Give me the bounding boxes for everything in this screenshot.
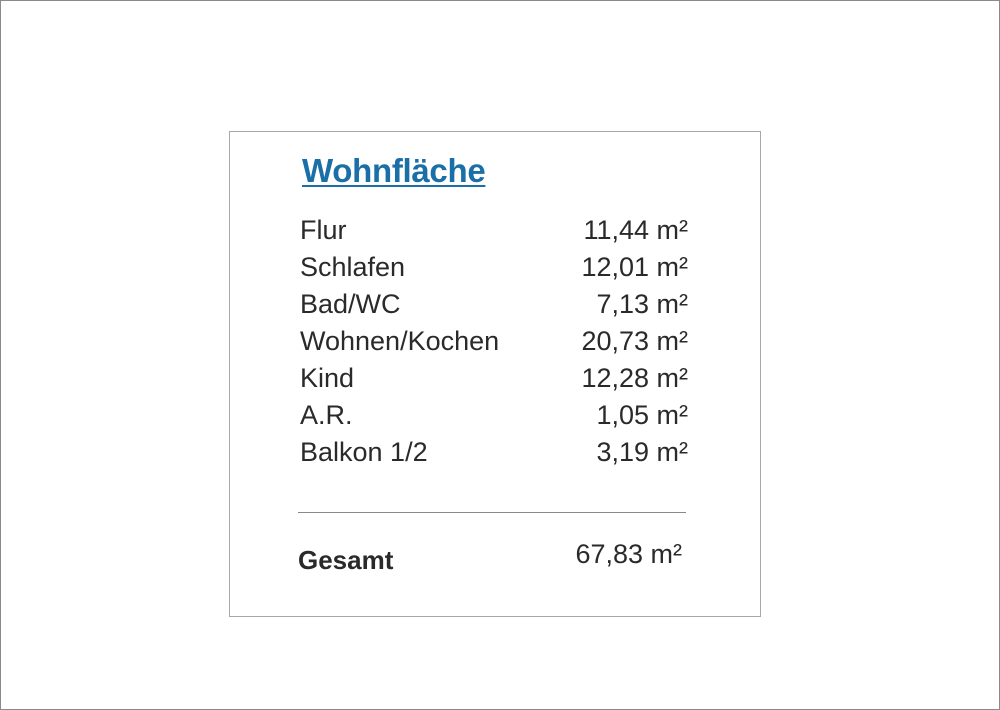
divider: [298, 512, 686, 513]
room-area: 20,73 m²: [581, 326, 688, 356]
room-label: A.R.: [300, 400, 353, 430]
total-row: Gesamt 67,83 m²: [298, 534, 686, 580]
room-area: 3,19 m²: [596, 437, 688, 467]
room-label: Wohnen/Kochen: [300, 326, 500, 356]
room-area: 1,05 m²: [596, 400, 688, 430]
room-row: Bad/WC 7,13 m²: [300, 286, 688, 323]
room-row: A.R. 1,05 m²: [300, 397, 688, 434]
room-row: Flur 11,44 m²: [300, 212, 688, 249]
room-area: 7,13 m²: [596, 289, 688, 319]
total-label: Gesamt: [298, 545, 394, 575]
room-label: Kind: [300, 363, 355, 393]
room-row: Kind 12,28 m²: [300, 360, 688, 397]
room-label: Flur: [300, 215, 347, 245]
room-label: Schlafen: [300, 252, 406, 282]
room-area: 11,44 m²: [583, 215, 688, 245]
room-row: Wohnen/Kochen 20,73 m²: [300, 323, 688, 360]
room-area: 12,28 m²: [581, 363, 688, 393]
room-label: Balkon 1/2: [300, 437, 428, 467]
room-list: Flur 11,44 m² Schlafen 12,01 m² Bad/WC 7,13…: [300, 212, 688, 471]
title: Wohnfläche: [302, 152, 486, 189]
room-label: Bad/WC: [300, 289, 401, 319]
room-area: 12,01 m²: [581, 252, 688, 282]
room-row: Balkon 1/2 3,19 m²: [300, 434, 688, 471]
room-row: Schlafen 12,01 m²: [300, 249, 688, 286]
area-table-card: Wohnfläche Flur 11,44 m² Schlafen 12,01 m²…: [229, 131, 761, 617]
total-value: 67,83 m²: [575, 539, 682, 569]
